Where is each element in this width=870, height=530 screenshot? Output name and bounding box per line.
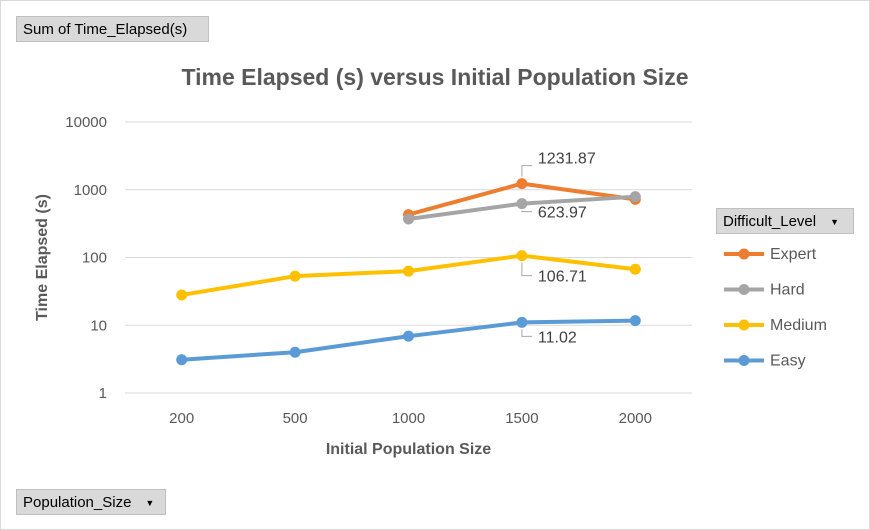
- y-axis-title: Time Elapsed (s): [34, 194, 51, 321]
- data-point: [176, 354, 188, 366]
- x-tick-label: 500: [283, 410, 308, 427]
- data-point: [516, 316, 528, 328]
- y-tick-label: 1000: [74, 182, 107, 199]
- legend-label: Medium: [770, 317, 827, 334]
- legend-item: Easy: [724, 353, 806, 370]
- x-tick-label: 1000: [392, 410, 425, 427]
- y-tick-label: 10000: [65, 114, 107, 131]
- data-point: [176, 289, 188, 301]
- leader-line: [521, 165, 532, 177]
- data-point: [629, 263, 641, 275]
- data-point: [403, 265, 414, 277]
- dropdown-arrow-icon: ▼: [830, 217, 840, 228]
- value-field-button[interactable]: Sum of Time_Elapsed(s): [16, 16, 209, 42]
- x-axis-title: Initial Population Size: [326, 441, 491, 458]
- leader-line: [521, 329, 532, 337]
- data-point: [629, 191, 641, 203]
- legend-label: Hard: [770, 282, 805, 299]
- data-label: 106.71: [538, 269, 587, 286]
- data-label: 623.97: [538, 205, 587, 222]
- data-point: [516, 178, 528, 190]
- dropdown-arrow-icon: ▼: [145, 498, 155, 509]
- legend-label: Easy: [770, 353, 806, 370]
- legend-item: Hard: [724, 282, 805, 299]
- data-point: [516, 250, 528, 262]
- legend-field-button[interactable]: Difficult_Level ▼: [716, 208, 854, 234]
- x-tick-label: 1500: [505, 410, 538, 427]
- legend-marker: [738, 284, 750, 295]
- data-point: [403, 330, 414, 342]
- legend-field-label: Difficult_Level: [723, 213, 817, 230]
- chart-title: Time Elapsed (s) versus Initial Populati…: [181, 64, 689, 90]
- leader-line: [521, 262, 532, 277]
- y-tick-label: 100: [82, 250, 107, 267]
- legend-marker: [738, 355, 750, 366]
- axis-field-label: Population_Size: [23, 494, 132, 511]
- leader-line: [521, 210, 532, 213]
- axis-field-button[interactable]: Population_Size ▼: [16, 489, 166, 515]
- data-point: [403, 213, 414, 225]
- data-point: [516, 198, 528, 210]
- data-label: 11.02: [538, 329, 577, 346]
- x-tick-label: 2000: [619, 410, 652, 427]
- y-tick-label: 1: [99, 385, 107, 402]
- data-point: [289, 270, 301, 282]
- legend-marker: [738, 319, 750, 331]
- data-label: 1231.87: [538, 151, 596, 168]
- value-field-label: Sum of Time_Elapsed(s): [23, 21, 188, 38]
- y-tick-label: 10: [90, 317, 107, 334]
- series-medium: [176, 250, 641, 301]
- data-point: [629, 315, 641, 327]
- legend-item: Medium: [724, 317, 827, 334]
- series-easy: [176, 315, 641, 366]
- legend-label: Expert: [770, 246, 817, 263]
- legend-item: Expert: [724, 246, 817, 263]
- series-hard: [403, 191, 641, 225]
- data-point: [289, 346, 301, 358]
- legend-marker: [738, 248, 750, 260]
- x-tick-label: 200: [169, 410, 194, 427]
